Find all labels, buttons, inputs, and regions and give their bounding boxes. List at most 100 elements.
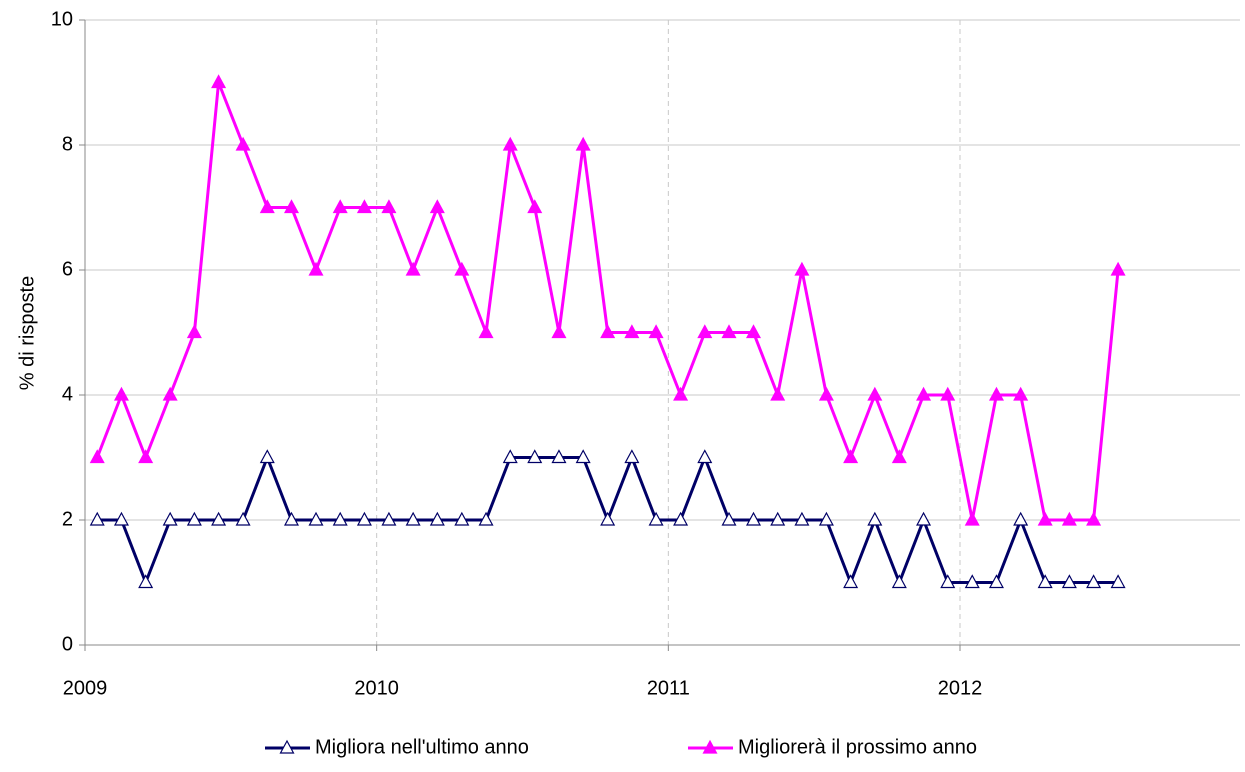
marker [818, 386, 834, 401]
marker [186, 324, 202, 339]
y-tick-label: 8 [62, 133, 73, 155]
marker [186, 511, 202, 526]
marker [916, 511, 932, 526]
x-tick-label: 2011 [647, 677, 690, 699]
marker [283, 511, 300, 526]
marker [964, 574, 980, 589]
marker [162, 511, 178, 526]
marker [454, 511, 470, 526]
marker [332, 199, 348, 214]
marker [356, 199, 372, 214]
x-tick-label: 2009 [63, 677, 108, 699]
marker [624, 449, 640, 464]
marker [624, 324, 640, 339]
marker [648, 511, 664, 526]
marker [502, 449, 518, 464]
x-tick-label: 2012 [938, 677, 983, 699]
legend-label: Migliora nell'ultimo anno [315, 736, 529, 758]
legend-label: Migliorerà il prossimo anno [738, 736, 977, 758]
marker [113, 386, 129, 401]
marker [794, 261, 810, 276]
marker [721, 511, 737, 526]
marker [551, 449, 567, 464]
marker [283, 199, 300, 214]
marker [600, 511, 616, 526]
marker [259, 199, 275, 214]
marker [940, 574, 956, 589]
marker [673, 511, 689, 526]
marker [527, 449, 543, 464]
marker [381, 199, 397, 214]
marker [721, 324, 737, 339]
y-tick-label: 0 [62, 633, 73, 655]
marker [964, 511, 980, 526]
y-axis-label: % di risposte [16, 276, 38, 391]
marker [867, 511, 883, 526]
marker [405, 261, 421, 276]
marker [697, 449, 713, 464]
marker [138, 574, 154, 589]
marker [794, 511, 810, 526]
marker [478, 511, 494, 526]
series-line [95, 81, 1120, 522]
marker [770, 386, 786, 401]
marker [356, 511, 372, 526]
marker [843, 574, 859, 589]
marker [235, 136, 251, 151]
marker [1110, 574, 1126, 589]
marker [575, 136, 591, 151]
legend-marker [702, 739, 718, 754]
marker [478, 324, 494, 339]
marker [527, 199, 543, 214]
marker [697, 324, 713, 339]
marker [138, 449, 154, 464]
marker [381, 511, 397, 526]
marker [1086, 511, 1102, 526]
marker [429, 199, 445, 214]
marker [988, 574, 1004, 589]
marker [162, 386, 178, 401]
marker [113, 511, 129, 526]
marker [1013, 386, 1029, 401]
marker [551, 324, 567, 339]
x-tick-label: 2010 [354, 677, 399, 699]
marker [89, 449, 105, 464]
marker [332, 511, 348, 526]
y-tick-label: 6 [62, 258, 73, 280]
marker [502, 136, 518, 151]
marker [648, 324, 664, 339]
marker [1110, 261, 1126, 276]
marker [211, 74, 227, 89]
y-tick-label: 2 [62, 508, 73, 530]
marker [843, 449, 859, 464]
marker [988, 386, 1004, 401]
marker [600, 324, 616, 339]
marker [940, 386, 956, 401]
marker [867, 386, 883, 401]
marker [1061, 511, 1077, 526]
marker [745, 324, 762, 339]
marker [211, 511, 227, 526]
marker [1013, 511, 1029, 526]
marker [575, 449, 591, 464]
marker [916, 386, 932, 401]
marker [454, 261, 470, 276]
marker [891, 449, 907, 464]
marker [745, 511, 762, 526]
marker [673, 386, 689, 401]
marker [89, 511, 105, 526]
marker [1086, 574, 1102, 589]
marker [1037, 511, 1053, 526]
marker [1061, 574, 1077, 589]
marker [770, 511, 786, 526]
marker [891, 574, 907, 589]
marker [235, 511, 251, 526]
y-tick-label: 10 [51, 8, 73, 30]
legend-marker [279, 739, 295, 754]
marker [308, 511, 324, 526]
marker [818, 511, 834, 526]
marker [429, 511, 445, 526]
marker [1037, 574, 1053, 589]
y-tick-label: 4 [62, 383, 73, 405]
